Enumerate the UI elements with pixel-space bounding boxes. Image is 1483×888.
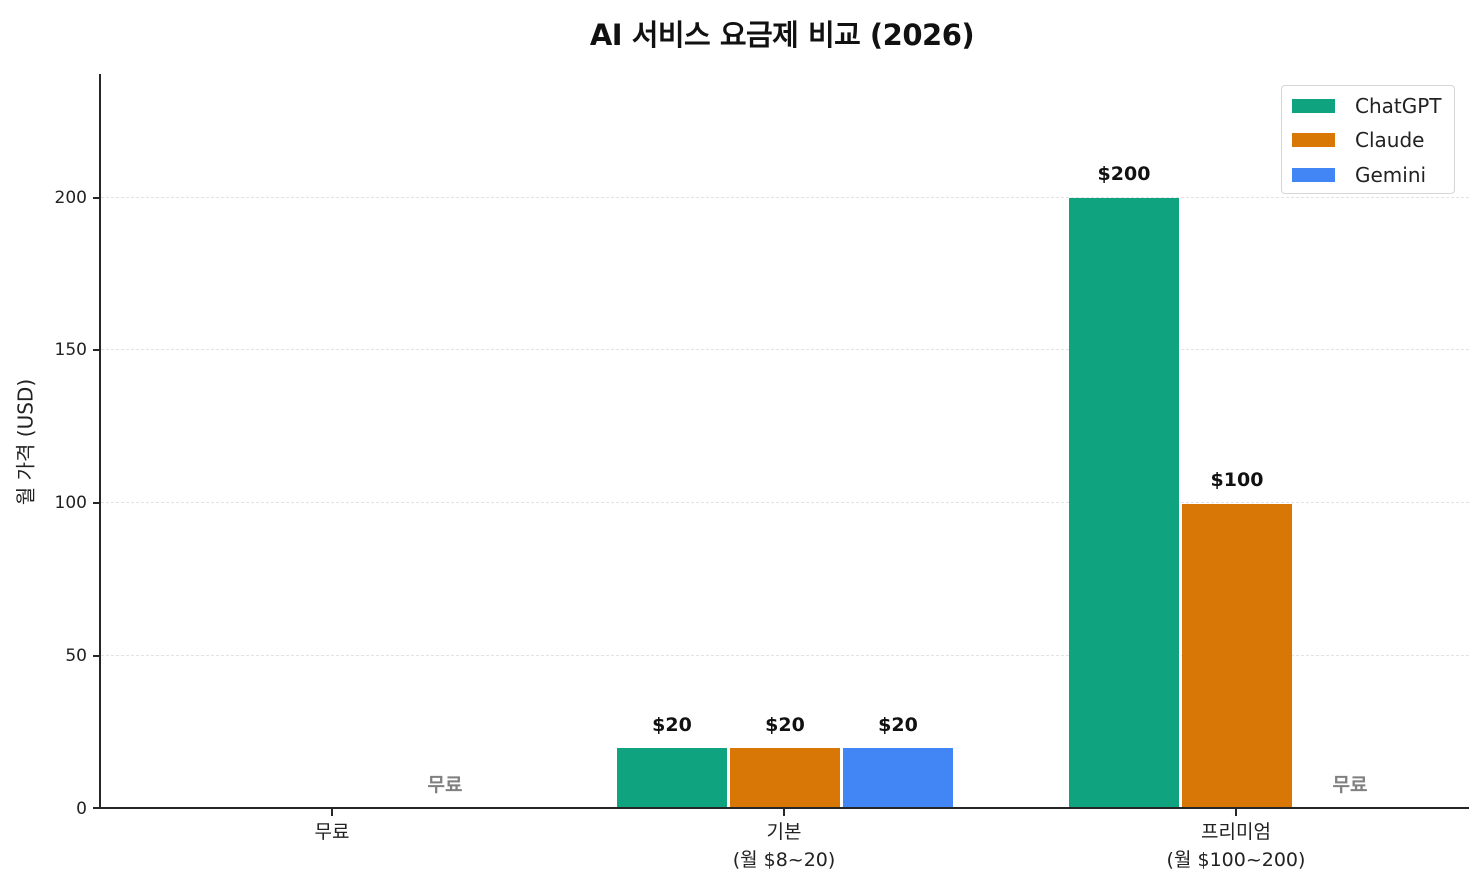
x-tick-label-premium-line2: (월 $100~200) (1166, 849, 1306, 871)
x-tick-label-basic-line2: (월 $8~20) (732, 849, 836, 871)
legend-label-chatgpt: ChatGPT (1355, 94, 1442, 118)
bar-basic-gemini (843, 748, 953, 808)
y-tick-150 (93, 349, 100, 351)
free-annotation-free-gemini: 무료 (427, 774, 463, 796)
bar-label-basic-claude: $20 (765, 714, 805, 736)
bar-premium-chatgpt (1069, 198, 1179, 808)
y-axis-line (99, 74, 101, 809)
bar-basic-chatgpt (617, 748, 727, 808)
bar-label-basic-chatgpt: $20 (652, 714, 692, 736)
x-tick-label-free-line1: 무료 (314, 821, 350, 843)
x-tick-free (331, 809, 333, 816)
y-tick-label-100: 100 (54, 493, 87, 513)
gridline-150 (101, 349, 1469, 350)
y-axis-label: 월 가격 (USD) (13, 378, 38, 506)
bar-label-basic-gemini: $20 (878, 714, 918, 736)
y-tick-50 (93, 655, 100, 657)
legend: ChatGPT Claude Gemini (1281, 85, 1455, 194)
legend-label-claude: Claude (1355, 128, 1425, 152)
y-tick-label-150: 150 (54, 340, 87, 360)
y-tick-label-200: 200 (54, 188, 87, 208)
x-tick-premium (1235, 809, 1237, 816)
chart-title: AI 서비스 요금제 비교 (2026) (589, 18, 975, 52)
gridline-100 (101, 502, 1469, 503)
bar-basic-claude (730, 748, 840, 808)
legend-item-chatgpt: ChatGPT (1292, 91, 1442, 121)
y-tick-label-0: 0 (76, 799, 87, 819)
legend-item-gemini: Gemini (1292, 160, 1426, 190)
x-tick-label-basic-line1: 기본 (766, 821, 802, 843)
x-axis-line (99, 807, 1469, 809)
y-tick-100 (93, 502, 100, 504)
legend-swatch-chatgpt (1292, 99, 1335, 113)
x-tick-label-free: 무료 (315, 818, 350, 846)
gridline-50 (101, 655, 1469, 656)
free-annotation-premium-gemini: 무료 (1332, 774, 1368, 796)
x-tick-label-premium: 프리미엄 (월 $100~200) (1167, 818, 1306, 874)
gridline-200 (101, 197, 1469, 198)
bar-premium-claude (1182, 504, 1292, 808)
legend-swatch-claude (1292, 133, 1335, 147)
y-tick-0 (93, 807, 100, 809)
x-tick-basic (783, 809, 785, 816)
legend-swatch-gemini (1292, 168, 1335, 182)
bar-label-premium-chatgpt: $200 (1097, 163, 1151, 185)
x-tick-label-premium-line1: 프리미엄 (1201, 821, 1271, 843)
y-tick-200 (93, 197, 100, 199)
bar-label-premium-claude: $100 (1210, 469, 1264, 491)
legend-item-claude: Claude (1292, 125, 1424, 155)
x-tick-label-basic: 기본 (월 $8~20) (733, 818, 836, 874)
legend-label-gemini: Gemini (1355, 163, 1427, 187)
y-tick-label-50: 50 (65, 646, 87, 666)
